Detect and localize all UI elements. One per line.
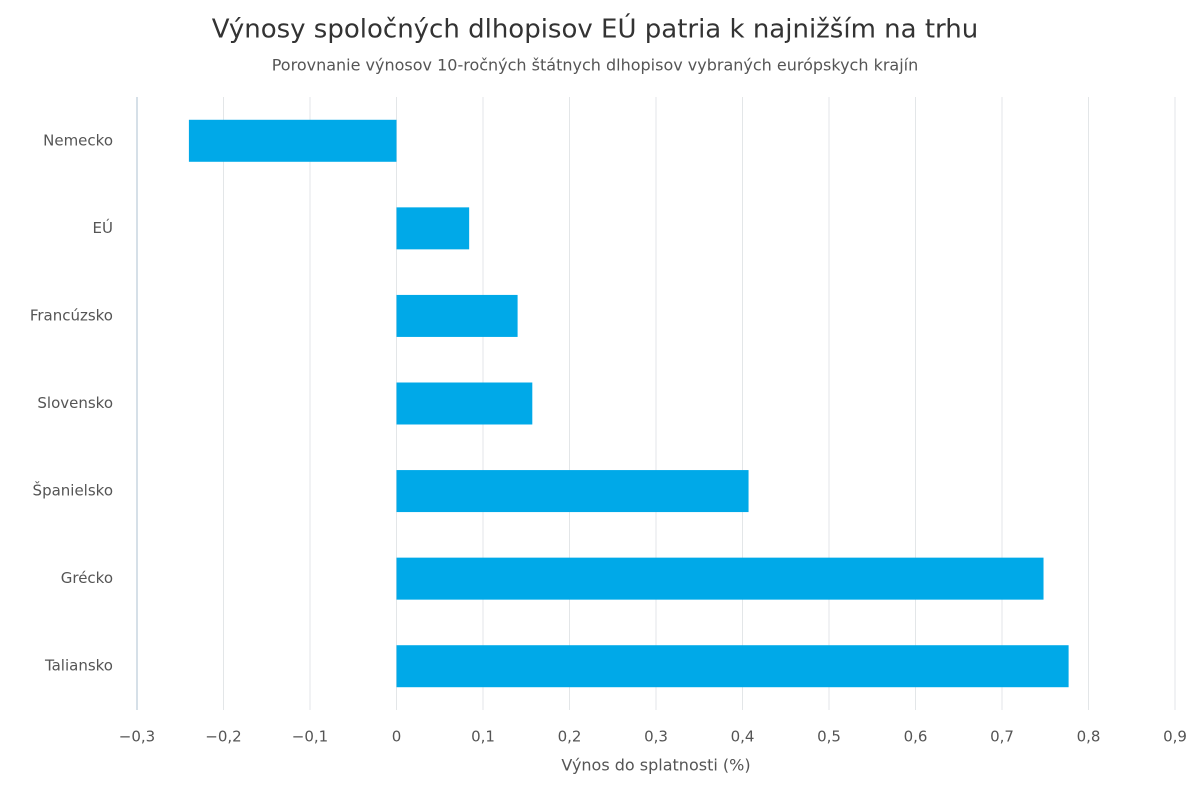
- x-tick-label: 0: [392, 728, 402, 746]
- x-tick-label: 0,1: [471, 728, 495, 746]
- bar: [396, 470, 749, 513]
- y-tick-label: Francúzsko: [30, 306, 113, 324]
- x-tick-label: 0,6: [904, 728, 928, 746]
- bar: [396, 645, 1069, 688]
- x-tick-label: 0,5: [817, 728, 841, 746]
- x-tick-label: 0,7: [990, 728, 1014, 746]
- chart-subtitle: Porovnanie výnosov 10-ročných štátnych d…: [272, 56, 919, 75]
- x-tick-label: 0,9: [1163, 728, 1187, 746]
- y-tick-label: Taliansko: [44, 657, 113, 675]
- y-tick-label: Slovensko: [37, 394, 113, 412]
- bar: [396, 207, 470, 250]
- y-tick-label: Grécko: [61, 569, 113, 587]
- bar: [188, 119, 397, 162]
- x-tick-label: −0,2: [205, 728, 241, 746]
- chart-title: Výnosy spoločných dlhopisov EÚ patria k …: [212, 13, 978, 45]
- y-tick-label: Španielsko: [33, 481, 113, 500]
- y-tick-label: Nemecko: [43, 131, 113, 149]
- bar: [396, 557, 1044, 600]
- x-axis-label: Výnos do splatnosti (%): [561, 756, 750, 775]
- x-tick-label: 0,8: [1077, 728, 1101, 746]
- bar: [396, 382, 533, 425]
- x-tick-label: −0,1: [292, 728, 328, 746]
- x-tick-label: 0,4: [731, 728, 755, 746]
- bar: [396, 294, 518, 337]
- y-tick-label: EÚ: [93, 218, 113, 237]
- x-tick-label: 0,2: [558, 728, 582, 746]
- x-tick-label: 0,3: [644, 728, 668, 746]
- x-tick-label: −0,3: [119, 728, 155, 746]
